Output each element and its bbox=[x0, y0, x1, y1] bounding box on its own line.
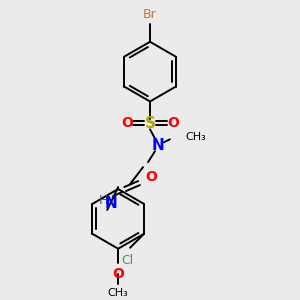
Text: CH₃: CH₃ bbox=[186, 132, 207, 142]
Text: O: O bbox=[112, 267, 124, 280]
Text: S: S bbox=[145, 116, 155, 131]
Text: H: H bbox=[99, 194, 108, 208]
Text: CH₃: CH₃ bbox=[108, 287, 128, 298]
Text: O: O bbox=[121, 116, 133, 130]
Text: Br: Br bbox=[143, 8, 157, 21]
Text: Cl: Cl bbox=[121, 254, 133, 267]
Text: O: O bbox=[167, 116, 179, 130]
Text: N: N bbox=[152, 138, 164, 153]
Text: N: N bbox=[105, 196, 118, 211]
Text: O: O bbox=[145, 170, 157, 184]
